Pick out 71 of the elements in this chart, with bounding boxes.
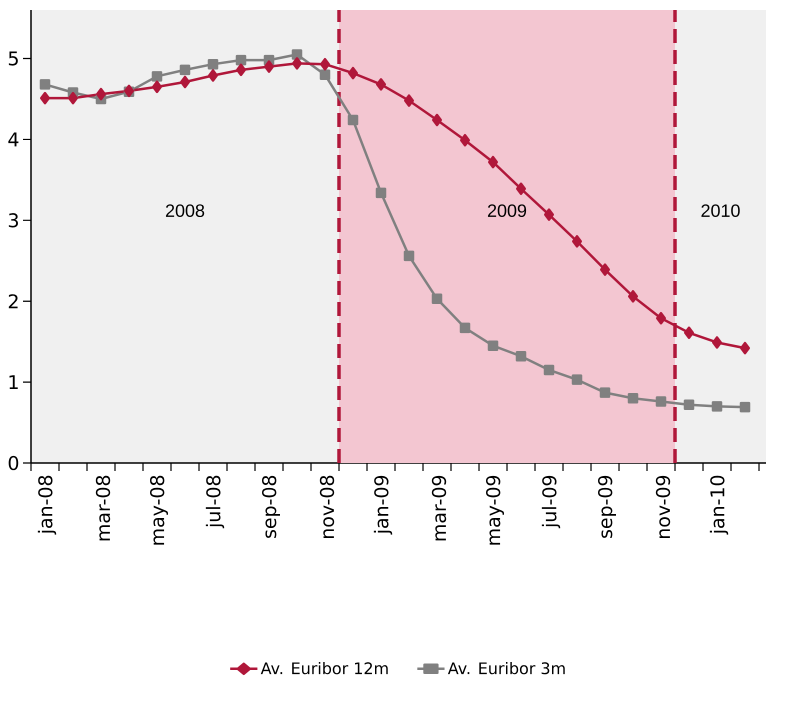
y-tick-label: 2 [8, 294, 18, 308]
point [68, 92, 78, 104]
point [180, 64, 190, 76]
point [516, 182, 526, 196]
x-tick-label: jul-08 [206, 476, 224, 528]
point [600, 263, 610, 276]
point [96, 88, 106, 100]
point [600, 387, 610, 398]
point [152, 71, 162, 82]
y-tick-label: 4 [8, 132, 18, 146]
x-tick-label: jul-09 [542, 476, 560, 528]
point [208, 69, 218, 82]
point [712, 401, 722, 412]
point [740, 402, 750, 412]
point [712, 336, 722, 349]
point [376, 188, 386, 198]
point [432, 114, 442, 126]
point [684, 400, 694, 410]
y-tick-label: 1 [10, 375, 18, 390]
point [320, 58, 330, 70]
x-tick-label: mar-08 [96, 476, 110, 540]
point [460, 322, 470, 334]
annotation: 2009 [488, 204, 526, 218]
point [40, 92, 50, 104]
x-tick-label: jan-09 [374, 476, 392, 535]
point [488, 156, 498, 168]
point [572, 374, 582, 385]
y-tick-label: 0 [8, 456, 18, 470]
point [236, 64, 246, 76]
point [516, 350, 526, 362]
x-tick-label: nov-08 [320, 476, 334, 538]
point [292, 57, 302, 70]
point [208, 58, 218, 70]
y-tick-label: 3 [8, 213, 18, 228]
annotation: 2010 [701, 204, 740, 218]
point [376, 78, 386, 91]
point [628, 393, 638, 404]
point [544, 208, 554, 221]
point [740, 342, 750, 354]
x-tick-label: mar-09 [432, 476, 446, 540]
legend-label: Av. Euribor 12m [260, 662, 388, 674]
point [684, 326, 694, 340]
y-tick-label: 5 [8, 52, 18, 66]
point [348, 66, 358, 80]
point [656, 396, 666, 407]
point [628, 290, 638, 303]
point [264, 60, 274, 73]
point [460, 134, 470, 146]
x-tick-label: jan-10 [710, 476, 728, 535]
point [572, 235, 582, 248]
x-tick-label: sep-09 [598, 476, 616, 538]
point [404, 94, 414, 107]
point [180, 76, 190, 88]
point [432, 294, 442, 304]
point [292, 49, 302, 60]
point [348, 114, 358, 126]
point [236, 54, 246, 66]
x-tick-label: may-08 [150, 476, 168, 545]
point [544, 364, 554, 376]
point [488, 340, 498, 351]
x-tick-label: nov-09 [656, 476, 670, 538]
point [404, 250, 414, 262]
point [320, 69, 330, 80]
x-tick-label: jan-08 [38, 476, 56, 535]
point [656, 312, 666, 324]
x-tick-label: may-09 [486, 476, 504, 545]
x-tick-label: sep-08 [262, 476, 280, 538]
legend-label: Av. Euribor 3m [448, 662, 565, 674]
point [40, 79, 50, 90]
point [152, 80, 162, 94]
annotation: 2008 [166, 204, 204, 218]
